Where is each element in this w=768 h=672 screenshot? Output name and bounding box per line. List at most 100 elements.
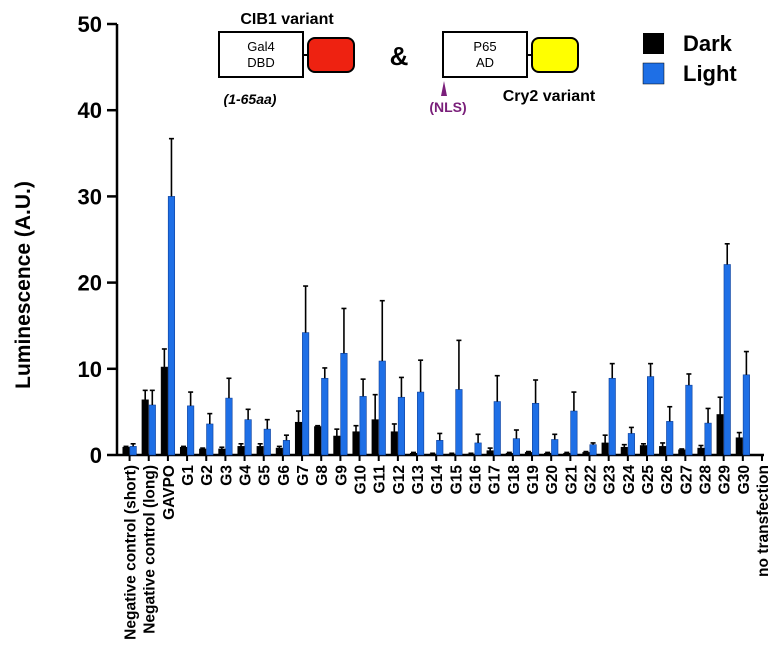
bar-light <box>206 423 214 456</box>
x-tick-label: Negative control (long) <box>142 465 159 634</box>
x-tick-labels: Negative control (short) Negative control… <box>123 465 768 640</box>
x-tick-label: G13 <box>410 465 427 495</box>
bar-light <box>666 421 674 456</box>
bar-dark <box>678 449 686 456</box>
bar-dark <box>505 452 513 456</box>
y-tick-label: 10 <box>78 357 102 382</box>
bar-light <box>493 401 501 456</box>
p65-ad-line1: P65 <box>473 39 496 54</box>
bar-dark <box>467 453 475 456</box>
bar-dark <box>524 452 533 456</box>
bar-light <box>359 396 367 456</box>
legend-label-dark: Dark <box>683 31 733 56</box>
bar-light <box>608 377 616 456</box>
bar-dark <box>237 446 245 456</box>
x-tick-label: no transfection <box>755 465 768 577</box>
bar-dark <box>582 452 590 456</box>
bar-dark <box>199 448 207 456</box>
ampersand: & <box>390 41 409 71</box>
cib1-variant-title: CIB1 variant <box>240 11 334 28</box>
bar-light <box>589 444 597 456</box>
bar-light <box>321 377 329 456</box>
bar-light <box>742 374 750 456</box>
bar-light <box>148 404 156 456</box>
y-tick-label: 0 <box>90 443 102 468</box>
bar-dark <box>160 366 168 456</box>
bar-light <box>225 397 233 456</box>
bar-light <box>302 332 310 456</box>
bar-dark <box>371 419 379 456</box>
cib1-box <box>307 37 355 73</box>
legend-label-light: Light <box>683 61 737 86</box>
bar-light <box>647 376 655 456</box>
legend-swatch-dark <box>643 33 664 54</box>
bar-dark <box>179 446 188 456</box>
x-tick-label: G6 <box>276 465 293 486</box>
y-tick-label: 20 <box>78 271 102 296</box>
x-tick-label: G4 <box>238 465 255 486</box>
bar-dark <box>659 446 667 456</box>
y-tick-label: 40 <box>78 98 102 123</box>
bar-light <box>512 438 520 456</box>
p65-ad-box <box>442 31 528 78</box>
bar-light <box>263 428 271 456</box>
cry2-box <box>531 37 579 73</box>
bar-light <box>282 440 290 456</box>
x-tick-label: G26 <box>659 465 676 495</box>
bar-light <box>378 360 386 456</box>
x-tick-label: G2 <box>199 465 216 486</box>
x-tick-label: G25 <box>640 465 657 495</box>
x-tick-label: G27 <box>678 465 695 494</box>
x-tick-label: Negative control (short) <box>123 465 140 640</box>
gal4-dbd-line1: Gal4 <box>247 39 274 54</box>
x-tick-label: G24 <box>621 465 638 495</box>
bar-light <box>704 422 712 456</box>
x-tick-label: G28 <box>698 465 715 495</box>
gal4-dbd-line2: DBD <box>247 55 274 70</box>
bar-dark <box>486 450 494 456</box>
p65-ad-line2: AD <box>476 55 494 70</box>
y-axis-label: Luminescence (A.U.) <box>12 181 35 389</box>
y-tick-label: 50 <box>78 12 102 37</box>
bars-group <box>122 137 750 456</box>
x-tick-label: G30 <box>736 465 753 494</box>
bar-light <box>474 442 482 456</box>
bar-dark <box>141 399 149 456</box>
cry2-variant-title: Cry2 variant <box>503 88 596 105</box>
x-tick-label: G3 <box>218 465 235 486</box>
x-tick-label: G1 <box>180 465 197 486</box>
legend-swatch-light <box>642 62 665 85</box>
bar-dark <box>390 431 398 456</box>
bar-light <box>532 402 540 456</box>
bar-light <box>397 396 405 456</box>
bar-dark <box>735 437 743 456</box>
bar-dark <box>639 445 648 456</box>
nls-label: (NLS) <box>429 99 466 115</box>
bar-light <box>455 389 463 456</box>
bar-dark <box>256 446 264 456</box>
bar-dark <box>275 447 283 456</box>
bar-dark <box>620 446 628 456</box>
bar-light <box>436 440 444 456</box>
x-tick-label: G14 <box>429 465 446 495</box>
x-tick-label: G19 <box>525 465 542 495</box>
x-tick-label: G9 <box>333 465 350 486</box>
bar-light <box>340 352 348 456</box>
bar-dark <box>314 426 322 456</box>
legend: Dark Light <box>642 31 737 86</box>
x-tick-label: G11 <box>372 465 389 494</box>
bar-dark <box>122 446 130 456</box>
x-tick-label: G22 <box>583 465 600 494</box>
x-tick-label: G10 <box>353 465 370 494</box>
x-tick-label: G8 <box>314 465 331 486</box>
bar-dark <box>544 452 552 456</box>
gal4-range-label: (1-65aa) <box>224 91 277 107</box>
x-tick-label: G7 <box>295 465 312 486</box>
bar-dark <box>601 442 609 456</box>
x-tick-label: G18 <box>506 465 523 495</box>
bar-light <box>685 384 693 456</box>
bar-light <box>187 405 195 456</box>
nls-marker <box>441 81 447 96</box>
bar-light <box>167 196 176 456</box>
